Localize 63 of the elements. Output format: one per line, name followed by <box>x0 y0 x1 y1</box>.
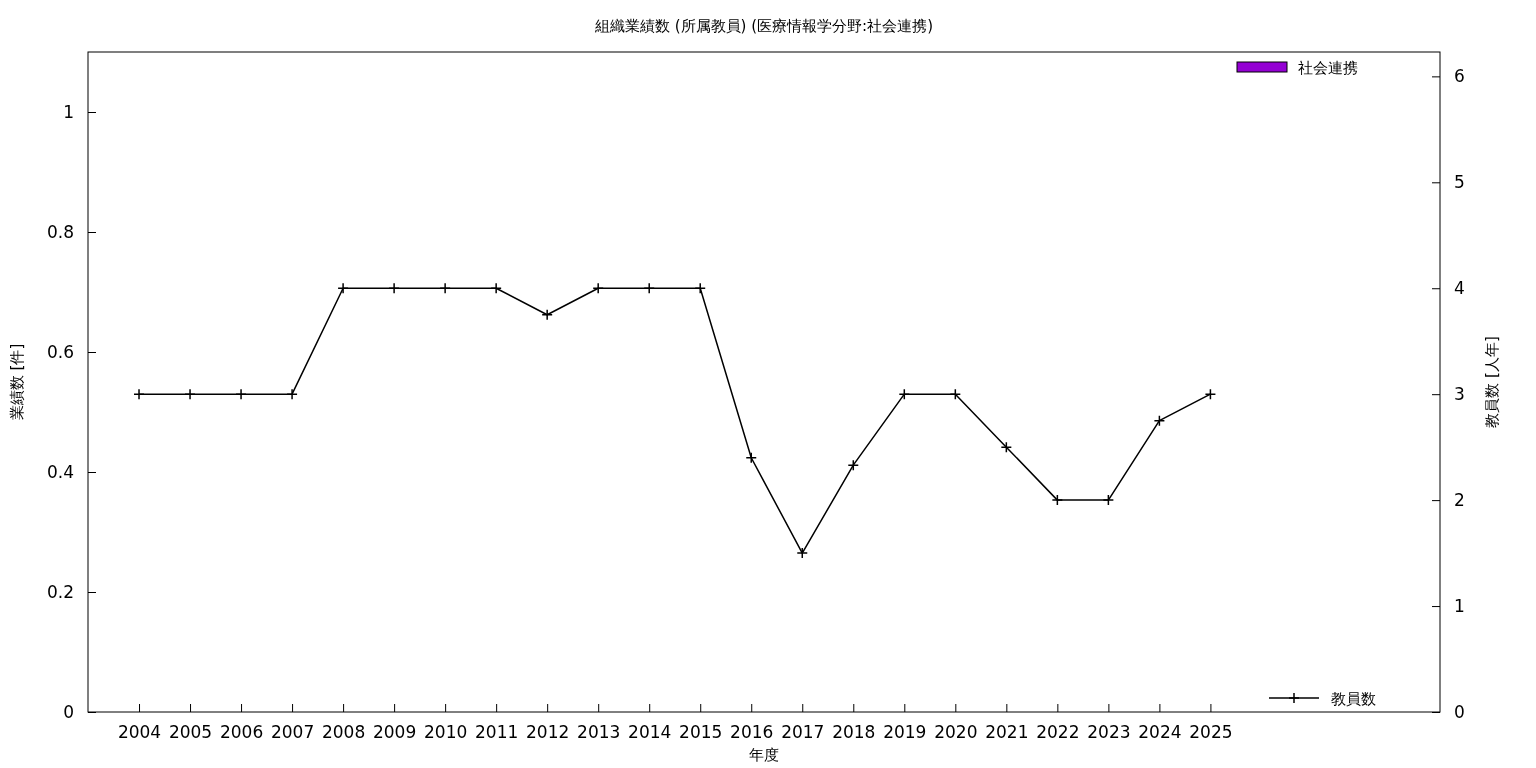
y-tick-label: 0.4 <box>46 461 74 482</box>
y-tick-label: 1 <box>63 101 74 122</box>
x-tick-label: 2017 <box>781 722 825 743</box>
point <box>184 388 196 400</box>
x-tick-label: 2008 <box>321 722 366 743</box>
y-tick-label: 0.6 <box>46 341 74 362</box>
point <box>337 282 349 294</box>
x-tick-label: 2021 <box>985 722 1029 743</box>
point <box>286 388 298 400</box>
x-tick-label: 2015 <box>679 722 723 743</box>
x-tick-label: 2007 <box>270 722 315 743</box>
x-tick-label: 2024 <box>1138 722 1182 743</box>
y2-axis-title: 教員数 [人年] <box>1483 336 1501 428</box>
point <box>949 388 962 400</box>
x-tick-label: 2013 <box>577 722 621 743</box>
point <box>439 282 451 294</box>
y2-tick-label: 1 <box>1454 596 1465 616</box>
y2-tick-label: 4 <box>1454 278 1465 299</box>
y-axis-title: 業績数 [件] <box>8 343 26 421</box>
x-tick-label: 2010 <box>424 722 468 743</box>
x-tick-label: 2023 <box>1087 722 1131 743</box>
x-tick-label: 2018 <box>832 722 876 743</box>
point <box>1204 388 1217 400</box>
x-tick-label: 2025 <box>1189 722 1233 743</box>
y-tick-label: 0.2 <box>46 581 74 602</box>
chart-title: 組織業績数 (所属教員) (医療情報学分野:社会連携) <box>594 17 933 35</box>
legend-label: 教員数 <box>1331 690 1376 708</box>
point <box>745 452 757 464</box>
point <box>898 388 911 400</box>
point <box>1153 414 1166 427</box>
point <box>1102 494 1115 506</box>
point <box>643 282 655 294</box>
point <box>133 388 145 400</box>
y-tick-label: 0 <box>63 701 74 722</box>
x-tick-label: 2016 <box>730 722 774 743</box>
x-tick-label: 2005 <box>168 722 213 743</box>
y2-tick-label: 6 <box>1454 66 1465 87</box>
y2-tick-label: 2 <box>1454 490 1465 511</box>
point <box>592 282 604 294</box>
point <box>1000 441 1013 453</box>
point <box>694 282 706 294</box>
x-tick-label: 2012 <box>526 722 570 743</box>
point <box>541 308 553 321</box>
x-tick-label: 2020 <box>934 722 978 743</box>
x-tick-label: 2019 <box>883 722 927 743</box>
point <box>847 459 860 471</box>
point <box>796 547 809 559</box>
point <box>388 282 400 294</box>
legend-label: 社会連携 <box>1298 59 1358 77</box>
point <box>1051 494 1064 506</box>
x-tick-label: 2004 <box>117 722 162 743</box>
x-tick-label: 2009 <box>372 722 417 743</box>
x-tick-label: 2006 <box>219 722 264 743</box>
y-tick-label: 0.8 <box>46 221 74 242</box>
x-tick-label: 2014 <box>628 722 672 743</box>
y2-tick-label: 0 <box>1454 701 1465 722</box>
point <box>235 388 247 400</box>
x-tick-label: 2011 <box>475 722 519 743</box>
y2-tick-label: 3 <box>1454 384 1465 405</box>
point <box>490 282 502 294</box>
x-tick-label: 2022 <box>1036 722 1080 743</box>
x-axis-title: 年度 <box>749 746 779 764</box>
y2-tick-label: 5 <box>1454 172 1465 193</box>
